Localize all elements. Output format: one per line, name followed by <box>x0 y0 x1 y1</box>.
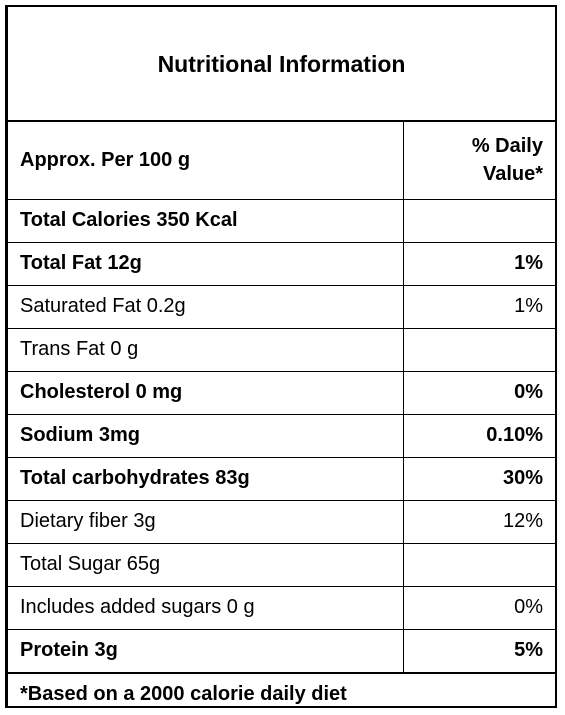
table-row: Protein 3g 5% <box>8 629 555 672</box>
nutrient-name: Sodium 3mg <box>8 414 403 458</box>
table-row: Total Sugar 65g <box>8 543 555 587</box>
nutrient-name: Dietary fiber 3g <box>8 500 403 544</box>
label-title: Nutritional Information <box>8 7 555 122</box>
footnote: *Based on a 2000 calorie daily diet <box>8 672 555 715</box>
nutrition-label: Nutritional Information Approx. Per 100 … <box>5 5 557 708</box>
nutrient-daily-value: 0% <box>402 586 555 630</box>
nutrient-daily-value <box>402 199 555 243</box>
nutrient-daily-value: 1% <box>402 242 555 286</box>
table-row: Includes added sugars 0 g 0% <box>8 586 555 630</box>
nutrient-daily-value: 1% <box>402 285 555 329</box>
nutrient-daily-value <box>402 328 555 372</box>
nutrient-daily-value: 12% <box>402 500 555 544</box>
daily-value-header: % Daily Value* <box>402 122 555 200</box>
nutrient-name: Cholesterol 0 mg <box>8 371 403 415</box>
nutrient-name: Includes added sugars 0 g <box>8 586 403 630</box>
nutrition-table: Approx. Per 100 g % Daily Value* Total C… <box>8 122 555 672</box>
nutrient-name: Total Fat 12g <box>8 242 403 286</box>
table-row: Saturated Fat 0.2g 1% <box>8 285 555 329</box>
nutrient-name: Total carbohydrates 83g <box>8 457 403 501</box>
daily-value-header-line1: % Daily <box>471 135 543 158</box>
daily-value-header-line2: Value* <box>482 163 543 186</box>
table-row: Total Fat 12g 1% <box>8 242 555 286</box>
nutrient-daily-value: 0% <box>402 371 555 415</box>
table-row: Cholesterol 0 mg 0% <box>8 371 555 415</box>
nutrient-daily-value: 0.10% <box>402 414 555 458</box>
table-row: Total Calories 350 Kcal <box>8 199 555 243</box>
nutrient-name: Saturated Fat 0.2g <box>8 285 403 329</box>
nutrient-name: Trans Fat 0 g <box>8 328 403 372</box>
serving-basis: Approx. Per 100 g <box>8 122 403 200</box>
table-row: Total carbohydrates 83g 30% <box>8 457 555 501</box>
nutrient-name: Total Sugar 65g <box>8 543 403 587</box>
nutrient-daily-value: 30% <box>402 457 555 501</box>
table-row: Sodium 3mg 0.10% <box>8 414 555 458</box>
table-row: Trans Fat 0 g <box>8 328 555 372</box>
nutrient-name: Total Calories 350 Kcal <box>8 199 403 243</box>
nutrient-daily-value <box>402 543 555 587</box>
table-header-row: Approx. Per 100 g % Daily Value* <box>8 122 555 200</box>
table-row: Dietary fiber 3g 12% <box>8 500 555 544</box>
nutrient-daily-value: 5% <box>402 629 555 672</box>
nutrient-name: Protein 3g <box>20 639 118 662</box>
